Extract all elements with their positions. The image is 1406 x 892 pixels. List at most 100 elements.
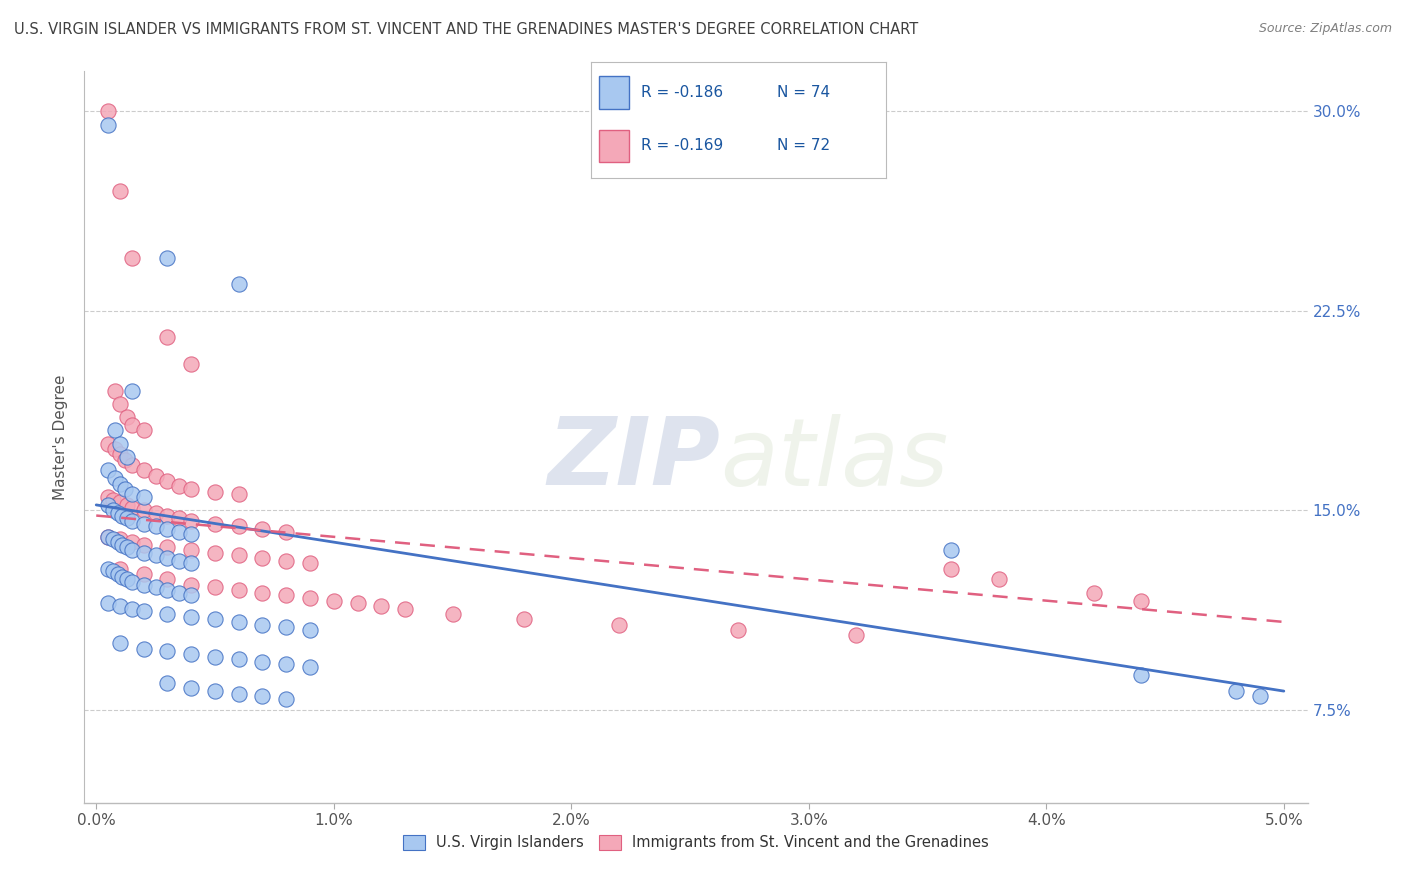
Point bbox=[104, 442, 127, 456]
Point bbox=[114, 452, 136, 467]
Point bbox=[101, 503, 124, 517]
Point bbox=[180, 557, 202, 571]
Point bbox=[101, 565, 124, 579]
Point bbox=[180, 543, 202, 558]
Point bbox=[228, 487, 250, 501]
Point bbox=[180, 527, 202, 541]
Point bbox=[156, 573, 179, 587]
Point bbox=[1225, 684, 1247, 698]
Point bbox=[97, 436, 120, 450]
Point bbox=[97, 498, 120, 512]
Point bbox=[156, 508, 179, 523]
Point bbox=[169, 479, 191, 493]
Point bbox=[298, 591, 321, 605]
Point bbox=[132, 577, 155, 591]
Point bbox=[252, 690, 274, 704]
Text: U.S. VIRGIN ISLANDER VS IMMIGRANTS FROM ST. VINCENT AND THE GRENADINES MASTER'S : U.S. VIRGIN ISLANDER VS IMMIGRANTS FROM … bbox=[14, 22, 918, 37]
Point bbox=[121, 487, 143, 501]
Point bbox=[394, 601, 416, 615]
Point bbox=[108, 599, 131, 613]
Point bbox=[1083, 585, 1105, 599]
Point bbox=[156, 522, 179, 536]
Point bbox=[322, 593, 344, 607]
Point bbox=[607, 617, 630, 632]
Text: N = 72: N = 72 bbox=[776, 138, 830, 153]
Point bbox=[252, 551, 274, 566]
Point bbox=[204, 484, 226, 499]
Point bbox=[276, 554, 298, 568]
Point bbox=[145, 506, 167, 520]
Point bbox=[228, 549, 250, 563]
Point bbox=[108, 495, 131, 509]
Point bbox=[97, 530, 120, 544]
Point bbox=[121, 543, 143, 558]
Point bbox=[1130, 668, 1153, 682]
Point bbox=[104, 424, 127, 438]
Point bbox=[108, 184, 131, 198]
Point bbox=[169, 511, 191, 525]
Point bbox=[108, 533, 131, 547]
Text: Source: ZipAtlas.com: Source: ZipAtlas.com bbox=[1258, 22, 1392, 36]
Point bbox=[204, 612, 226, 626]
Bar bbox=[599, 77, 628, 109]
Point bbox=[180, 577, 202, 591]
Point bbox=[132, 424, 155, 438]
Point bbox=[276, 588, 298, 602]
Point bbox=[204, 580, 226, 594]
Point bbox=[121, 601, 143, 615]
Point bbox=[115, 450, 138, 464]
Point bbox=[121, 458, 143, 472]
Y-axis label: Master's Degree: Master's Degree bbox=[53, 375, 69, 500]
Point bbox=[298, 660, 321, 674]
Point bbox=[180, 681, 202, 696]
Point bbox=[97, 118, 120, 132]
Point bbox=[228, 277, 250, 292]
Point bbox=[121, 418, 143, 433]
Point bbox=[97, 490, 120, 504]
Point bbox=[941, 543, 963, 558]
Point bbox=[132, 546, 155, 560]
Point bbox=[145, 519, 167, 533]
Point bbox=[252, 585, 274, 599]
Point bbox=[169, 554, 191, 568]
Point bbox=[107, 506, 129, 520]
Point bbox=[1130, 593, 1153, 607]
Point bbox=[156, 551, 179, 566]
Point bbox=[108, 476, 131, 491]
Point bbox=[107, 535, 129, 549]
Point bbox=[132, 567, 155, 582]
Text: ZIP: ZIP bbox=[547, 413, 720, 505]
Point bbox=[180, 588, 202, 602]
Point bbox=[228, 582, 250, 597]
Point bbox=[204, 684, 226, 698]
Point bbox=[97, 530, 120, 544]
Point bbox=[180, 647, 202, 661]
Text: R = -0.186: R = -0.186 bbox=[641, 85, 723, 100]
Point bbox=[108, 436, 131, 450]
Point bbox=[298, 623, 321, 637]
Point bbox=[228, 652, 250, 666]
Text: R = -0.169: R = -0.169 bbox=[641, 138, 723, 153]
Point bbox=[97, 463, 120, 477]
Point bbox=[132, 516, 155, 531]
Point bbox=[156, 676, 179, 690]
Point bbox=[228, 519, 250, 533]
Point bbox=[204, 516, 226, 531]
Point bbox=[108, 447, 131, 461]
Point bbox=[441, 607, 464, 621]
Point bbox=[1249, 690, 1271, 704]
Text: atlas: atlas bbox=[720, 414, 949, 505]
Point bbox=[115, 573, 138, 587]
Point bbox=[121, 251, 143, 265]
Point bbox=[276, 524, 298, 539]
Point bbox=[145, 580, 167, 594]
Point bbox=[180, 609, 202, 624]
Point bbox=[145, 549, 167, 563]
Legend: U.S. Virgin Islanders, Immigrants from St. Vincent and the Grenadines: U.S. Virgin Islanders, Immigrants from S… bbox=[395, 828, 997, 858]
Point bbox=[107, 567, 129, 582]
Point bbox=[276, 620, 298, 634]
Bar bbox=[599, 129, 628, 162]
Point bbox=[115, 410, 138, 425]
Point bbox=[156, 607, 179, 621]
Point bbox=[111, 538, 134, 552]
